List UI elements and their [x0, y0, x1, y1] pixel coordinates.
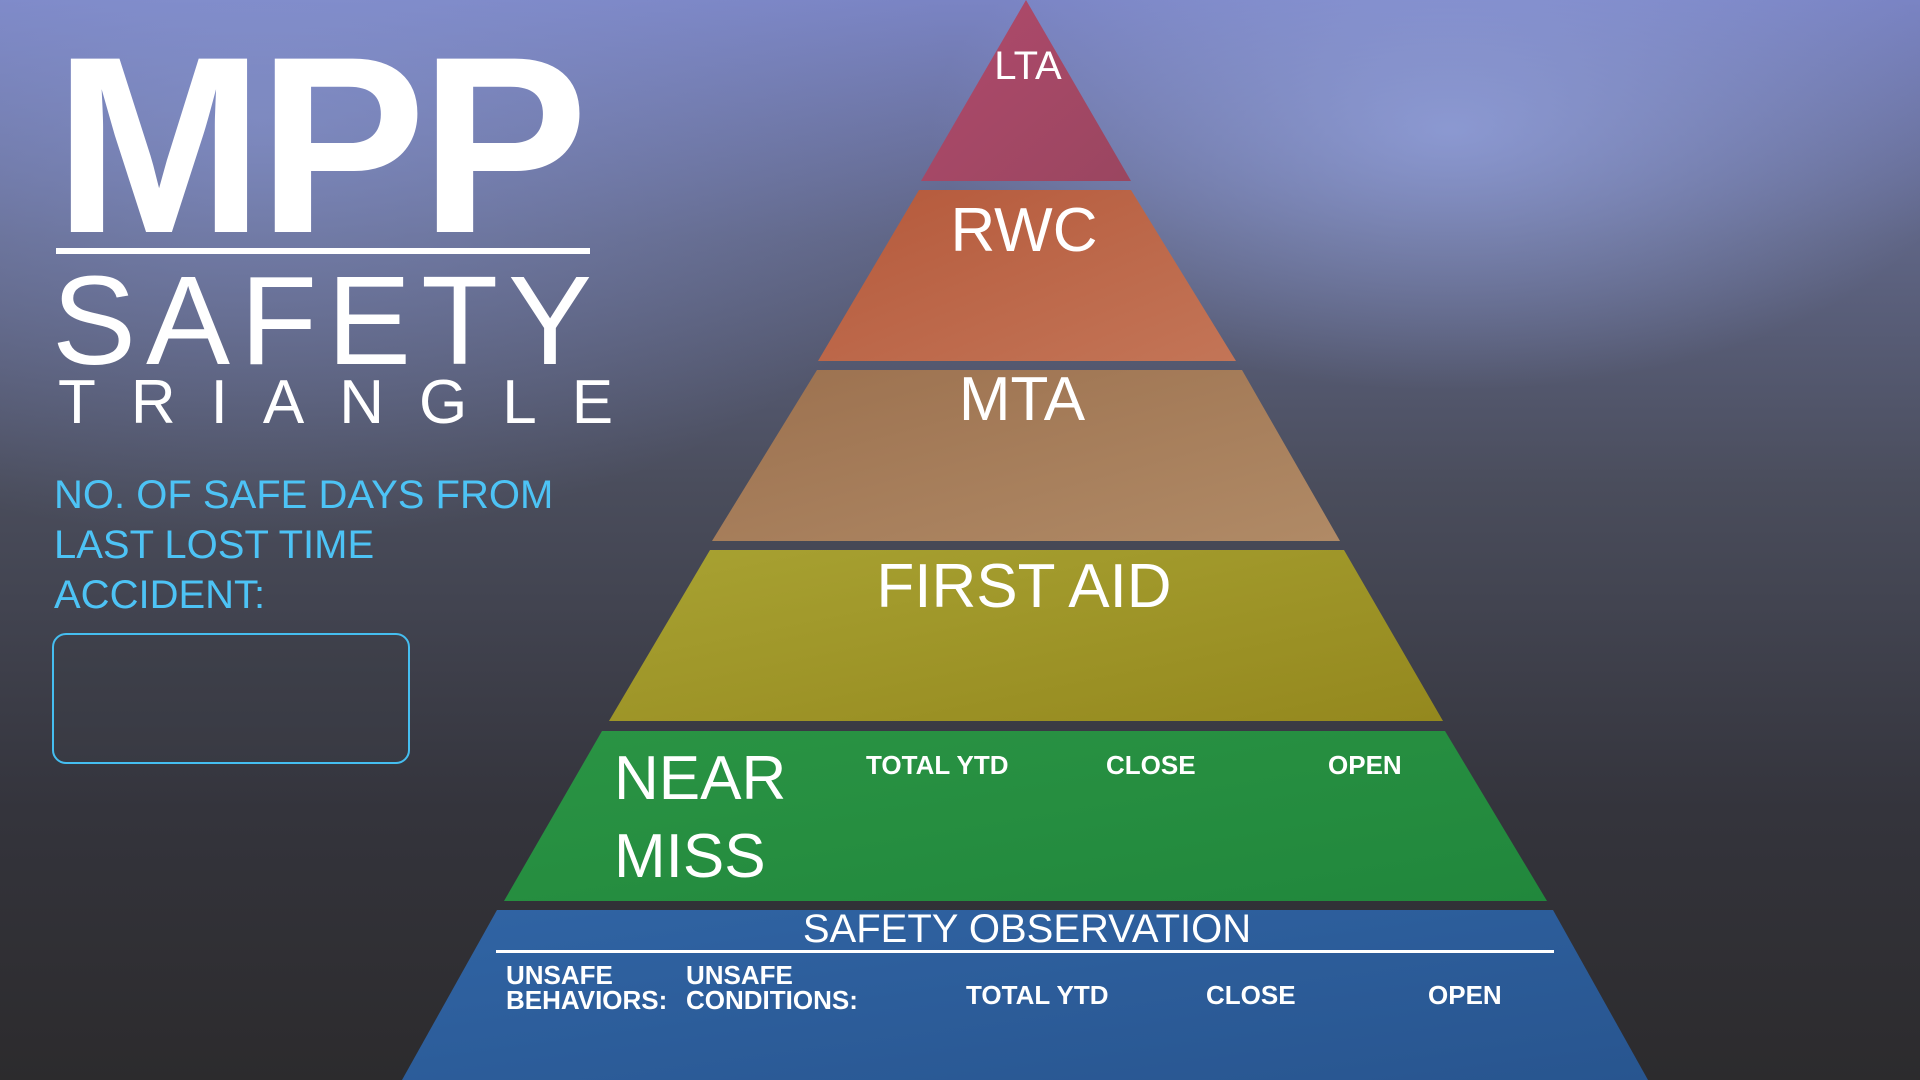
tier-first-aid-label: FIRST AID — [876, 552, 1172, 621]
tier-rwc-label: RWC — [950, 196, 1098, 265]
unsafe-behaviors-label: UNSAFE BEHAVIORS: — [506, 960, 668, 1015]
tier-mta-label: MTA — [958, 365, 1086, 434]
safety-observation-open-label: OPEN — [1428, 980, 1502, 1010]
unsafe-conditions-label: UNSAFE CONDITIONS: — [686, 960, 858, 1015]
near-miss-close-label: CLOSE — [1106, 750, 1196, 780]
tier-lta-label: LTA — [994, 44, 1062, 88]
tier-rwc-shape — [818, 190, 1236, 361]
tier-mta-shape — [712, 370, 1340, 541]
safe-days-counter-box — [52, 633, 410, 764]
tier-lta-shape — [921, 0, 1131, 181]
brand-divider — [56, 248, 590, 254]
tier-near-miss-shape — [504, 731, 1547, 901]
tier-first-aid-shape — [609, 550, 1443, 721]
tier-near-miss-label: NEAR MISS — [614, 744, 787, 891]
near-miss-open-label: OPEN — [1328, 750, 1402, 780]
safe-days-label: NO. OF SAFE DAYS FROM LAST LOST TIME ACC… — [54, 473, 554, 617]
brand-subtitle: SAFETY — [52, 250, 603, 391]
near-miss-total-ytd-label: TOTAL YTD — [866, 750, 1009, 780]
safety-observation-total-ytd-label: TOTAL YTD — [966, 980, 1109, 1010]
brand-subtitle-2: TRIANGLE — [58, 368, 649, 437]
safety-observation-divider — [496, 950, 1554, 953]
safety-observation-close-label: CLOSE — [1206, 980, 1296, 1010]
brand-title: MPP — [54, 5, 588, 286]
tier-safety-observation-label: SAFETY OBSERVATION — [802, 907, 1252, 951]
